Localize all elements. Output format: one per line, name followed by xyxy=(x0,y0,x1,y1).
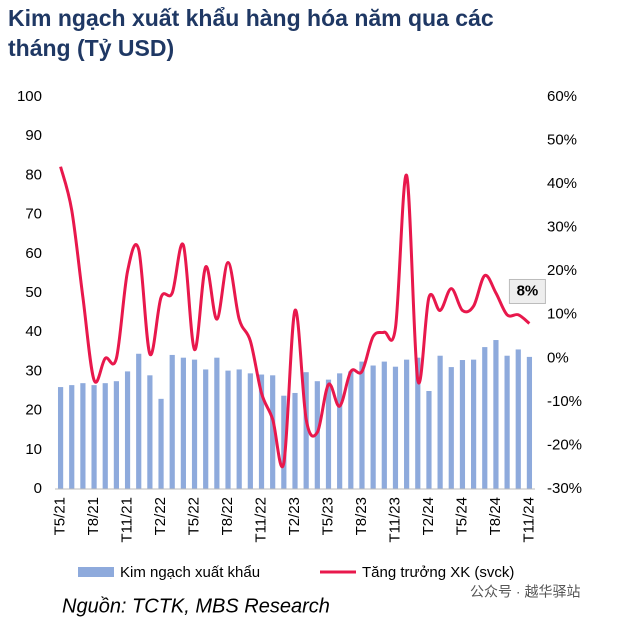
bar xyxy=(392,366,399,489)
y-tick-label: 60 xyxy=(25,245,42,262)
y-tick-label: 10 xyxy=(25,441,42,458)
x-tick-label: T5/24 xyxy=(453,497,470,535)
bar xyxy=(471,359,477,489)
bar xyxy=(258,374,265,489)
x-tick-label: T8/22 xyxy=(219,497,236,535)
bar xyxy=(80,383,86,489)
y2-tick-label: 30% xyxy=(547,219,577,236)
x-tick-label: T11/23 xyxy=(386,497,403,543)
y-tick-label: 90 xyxy=(25,127,42,144)
x-tick-label: T2/22 xyxy=(152,497,169,535)
y-tick-label: 40 xyxy=(25,323,42,340)
y2-tick-label: 20% xyxy=(547,262,577,279)
legend-label: Tăng trưởng XK (svck) xyxy=(362,564,514,581)
bar xyxy=(69,385,75,489)
x-tick-label: T5/22 xyxy=(186,497,203,535)
bar xyxy=(303,372,309,489)
legend-label: Kim ngạch xuất khẩu xyxy=(120,564,260,581)
x-tick-label: T8/23 xyxy=(353,497,370,535)
y2-tick-label: 50% xyxy=(547,132,577,149)
bar xyxy=(91,385,97,489)
bar xyxy=(247,373,253,489)
y2-tick-label: -10% xyxy=(547,393,582,410)
y-tick-label: 0 xyxy=(34,480,42,497)
bar xyxy=(225,370,231,489)
bar xyxy=(426,391,432,489)
bar xyxy=(381,361,387,489)
y-tick-label: 20 xyxy=(25,402,42,419)
y2-tick-label: -30% xyxy=(547,480,582,497)
bar xyxy=(214,357,220,489)
bar xyxy=(337,373,343,489)
chart-title: Kim ngạch xuất khẩu hàng hóa năm qua các xyxy=(8,5,494,31)
bar xyxy=(493,340,499,489)
y2-tick-label: -20% xyxy=(547,436,582,453)
bar xyxy=(203,369,209,489)
bar xyxy=(348,371,354,489)
data-label-box xyxy=(508,278,546,304)
bar xyxy=(180,357,186,489)
x-tick-label: T5/21 xyxy=(52,497,69,535)
bar xyxy=(459,360,466,489)
bar xyxy=(526,356,533,489)
source: Nguồn: TCTK, MBS Research xyxy=(62,595,330,617)
bar xyxy=(147,375,153,489)
x-tick-label: T11/22 xyxy=(252,497,269,543)
y-tick-label: 70 xyxy=(25,206,42,223)
y2-tick-label: 0% xyxy=(547,349,569,366)
x-tick-label: T5/23 xyxy=(319,497,336,535)
bar xyxy=(504,355,510,489)
watermark: 公众号 · 越华驿站 xyxy=(470,584,580,600)
data-label: 8% xyxy=(517,282,539,299)
y-tick-label: 80 xyxy=(25,166,42,183)
x-tick-label: T8/21 xyxy=(85,497,102,535)
y-tick-label: 30 xyxy=(25,362,42,379)
bar xyxy=(136,353,142,489)
bar xyxy=(270,375,276,489)
chart-title: tháng (Tỷ USD) xyxy=(8,35,174,61)
y-tick-label: 50 xyxy=(25,284,42,301)
bar xyxy=(236,369,242,489)
bar xyxy=(370,365,376,489)
bar xyxy=(281,395,287,489)
bar xyxy=(482,347,488,489)
x-tick-label: T11/24 xyxy=(520,497,537,543)
bar xyxy=(292,392,298,489)
bar xyxy=(113,381,119,489)
x-tick-label: T11/21 xyxy=(119,497,136,543)
bar xyxy=(191,359,198,489)
y2-tick-label: 60% xyxy=(547,88,577,105)
bar xyxy=(57,387,64,489)
bar xyxy=(102,383,108,489)
bar xyxy=(158,398,164,489)
y2-tick-label: 40% xyxy=(547,175,577,192)
bar xyxy=(124,371,131,489)
bar xyxy=(437,355,443,489)
bar xyxy=(448,367,454,489)
x-tick-label: T8/24 xyxy=(487,497,504,535)
bar xyxy=(325,379,332,489)
bar xyxy=(404,359,410,489)
x-tick-label: T2/23 xyxy=(286,497,303,535)
bar xyxy=(515,349,521,489)
bar xyxy=(169,354,175,489)
legend-swatch xyxy=(78,567,114,577)
bar xyxy=(314,381,320,489)
bar xyxy=(415,357,421,489)
line xyxy=(59,166,531,469)
y-tick-label: 100 xyxy=(17,88,42,105)
x-tick-label: T2/24 xyxy=(420,497,437,535)
bar xyxy=(359,361,365,489)
y2-tick-label: 10% xyxy=(547,306,577,323)
